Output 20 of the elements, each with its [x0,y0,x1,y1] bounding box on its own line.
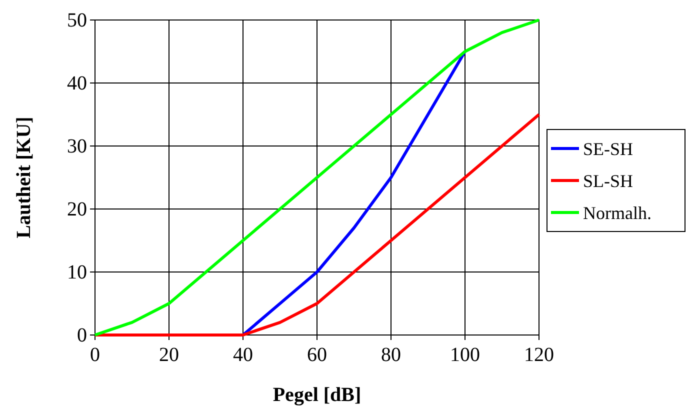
legend-label: SL-SH [583,170,634,191]
y-tick-label: 10 [67,261,87,284]
y-tick-label: 20 [67,198,87,220]
y-tick-label: 40 [67,72,87,94]
x-tick-label: 100 [450,344,480,366]
line-series [94,113,540,336]
x-axis-title: Pegel [dB] [272,384,362,406]
legend-label: Normalh. [583,202,652,223]
x-tick-label: 40 [233,344,253,366]
y-tick-label: 30 [67,135,87,158]
y-axis-title: Lautheit [KU] [13,116,35,238]
x-tick-label: 80 [381,344,401,366]
line-series [94,18,540,336]
y-tick-label: 50 [67,9,87,32]
line-series [242,50,466,336]
x-tick-label: 20 [159,344,179,366]
x-tick-label: 60 [307,344,327,366]
x-tick-label: 120 [524,344,554,366]
y-tick-label: 0 [77,324,87,346]
legend-label: SE-SH [583,138,634,159]
